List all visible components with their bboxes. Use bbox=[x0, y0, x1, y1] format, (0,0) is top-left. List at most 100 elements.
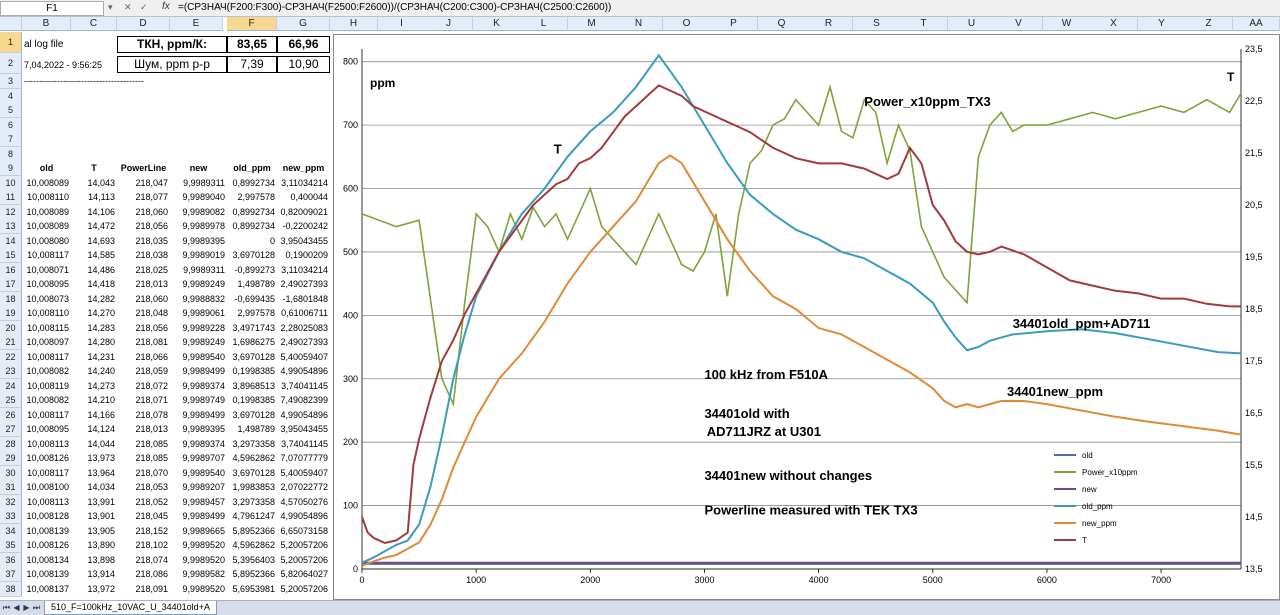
table-cell[interactable]: 10,008110 bbox=[27, 308, 69, 318]
table-cell[interactable]: 3,6970128 bbox=[232, 410, 275, 420]
datetime-cell[interactable]: 7,04,2022 - 9:56:25 bbox=[24, 60, 103, 70]
table-cell[interactable]: -0,899273 bbox=[234, 265, 275, 275]
chart[interactable]: 0 100 200 300 400 500 600 700 800 13,5 14,5 15,5 16,… bbox=[333, 34, 1280, 600]
table-cell[interactable]: 10,008097 bbox=[26, 337, 69, 347]
table-cell[interactable]: 218,056 bbox=[135, 221, 168, 231]
table-cell[interactable]: -0,2200242 bbox=[282, 221, 328, 231]
table-cell[interactable]: 218,013 bbox=[135, 279, 168, 289]
table-cell[interactable]: 4,7961247 bbox=[232, 511, 275, 521]
table-cell[interactable]: 14,273 bbox=[87, 381, 115, 391]
table-cell[interactable]: 14,034 bbox=[87, 482, 115, 492]
table-cell[interactable]: 5,8952366 bbox=[232, 569, 275, 579]
row-header-29[interactable]: 29 bbox=[0, 451, 22, 466]
table-cell[interactable]: 10,008117 bbox=[27, 250, 69, 260]
table-cell[interactable]: 13,973 bbox=[87, 453, 115, 463]
table-cell[interactable]: 9,9989540 bbox=[182, 468, 225, 478]
table-cell[interactable]: 13,898 bbox=[87, 555, 115, 565]
table-cell[interactable]: 14,240 bbox=[87, 366, 115, 376]
row-header-18[interactable]: 18 bbox=[0, 292, 22, 307]
table-cell[interactable]: 218,053 bbox=[135, 482, 168, 492]
table-cell[interactable]: 10,008139 bbox=[26, 526, 69, 536]
row-header-38[interactable]: 38 bbox=[0, 582, 22, 597]
table-cell[interactable]: 10,008139 bbox=[26, 569, 69, 579]
table-cell[interactable]: 9,9989499 bbox=[182, 410, 225, 420]
sheet-tab-active[interactable]: 510_F=100kHz_10VAC_U_34401old+A bbox=[44, 601, 217, 615]
noise-new-cell[interactable]: 10,90 bbox=[277, 56, 330, 73]
column-header-v[interactable]: V bbox=[995, 17, 1043, 31]
table-header-old-ppm[interactable]: old_ppm bbox=[233, 163, 271, 173]
table-cell[interactable]: 14,280 bbox=[87, 337, 115, 347]
tkn-new-cell[interactable]: 66,96 bbox=[277, 36, 330, 53]
table-cell[interactable]: 13,991 bbox=[87, 497, 115, 507]
table-cell[interactable]: 9,9989520 bbox=[182, 555, 225, 565]
next-sheet-icon[interactable]: ▶ bbox=[23, 603, 30, 612]
table-cell[interactable]: 3,4971743 bbox=[232, 323, 275, 333]
row-header-21[interactable]: 21 bbox=[0, 335, 22, 350]
row-header-35[interactable]: 35 bbox=[0, 538, 22, 553]
column-header-o[interactable]: O bbox=[663, 17, 711, 31]
column-header-j[interactable]: J bbox=[425, 17, 473, 31]
row-header-25[interactable]: 25 bbox=[0, 393, 22, 408]
table-cell[interactable]: 0,1998385 bbox=[232, 395, 275, 405]
row-header-8[interactable]: 8 bbox=[0, 147, 22, 162]
table-cell[interactable]: -0,699435 bbox=[234, 294, 275, 304]
noise-label-cell[interactable]: Шум, ppm p-p bbox=[117, 56, 227, 73]
table-cell[interactable]: 10,008095 bbox=[26, 279, 69, 289]
table-cell[interactable]: 9,9989082 bbox=[182, 207, 225, 217]
table-cell[interactable]: 4,99054896 bbox=[280, 410, 328, 420]
table-cell[interactable]: 9,9989520 bbox=[182, 540, 225, 550]
table-cell[interactable]: 9,9989395 bbox=[182, 424, 225, 434]
row-header-9[interactable]: 9 bbox=[0, 161, 22, 176]
table-cell[interactable]: 2,49027393 bbox=[280, 279, 328, 289]
table-cell[interactable]: 9,9989019 bbox=[182, 250, 225, 260]
table-cell[interactable]: 10,008089 bbox=[26, 221, 69, 231]
table-cell[interactable]: 9,9989978 bbox=[182, 221, 225, 231]
table-cell[interactable]: 218,066 bbox=[135, 352, 168, 362]
table-cell[interactable]: 3,6970128 bbox=[232, 250, 275, 260]
table-cell[interactable]: 0,8992734 bbox=[232, 178, 275, 188]
table-cell[interactable]: 3,2973358 bbox=[232, 439, 275, 449]
table-cell[interactable]: 7,49082399 bbox=[280, 395, 328, 405]
column-header-n[interactable]: N bbox=[615, 17, 663, 31]
table-cell[interactable]: 4,5962862 bbox=[232, 453, 275, 463]
table-cell[interactable]: 14,043 bbox=[87, 178, 115, 188]
noise-old-cell[interactable]: 7,39 bbox=[227, 56, 277, 73]
column-header-p[interactable]: P bbox=[710, 17, 758, 31]
row-header-2[interactable]: 2 bbox=[0, 53, 22, 74]
table-cell[interactable]: 9,9989707 bbox=[182, 453, 225, 463]
table-cell[interactable]: 9,9989395 bbox=[182, 236, 225, 246]
table-cell[interactable]: 3,6970128 bbox=[232, 352, 275, 362]
row-header-23[interactable]: 23 bbox=[0, 364, 22, 379]
column-header-c[interactable]: C bbox=[71, 17, 117, 31]
table-cell[interactable]: 218,060 bbox=[135, 207, 168, 217]
table-cell[interactable]: 218,038 bbox=[135, 250, 168, 260]
column-header-l[interactable]: L bbox=[520, 17, 568, 31]
row-header-32[interactable]: 32 bbox=[0, 495, 22, 510]
table-cell[interactable]: 5,8952366 bbox=[232, 526, 275, 536]
table-cell[interactable]: 10,008113 bbox=[27, 497, 69, 507]
column-header-t[interactable]: T bbox=[900, 17, 948, 31]
table-cell[interactable]: 5,20057206 bbox=[280, 584, 328, 594]
table-cell[interactable]: 10,008095 bbox=[26, 424, 69, 434]
table-cell[interactable]: 14,124 bbox=[87, 424, 115, 434]
table-cell[interactable]: 10,008115 bbox=[27, 323, 69, 333]
column-header-w[interactable]: W bbox=[1043, 17, 1091, 31]
row-header-20[interactable]: 20 bbox=[0, 321, 22, 336]
table-cell[interactable]: 10,008126 bbox=[26, 540, 69, 550]
table-cell[interactable]: 2,49027393 bbox=[280, 337, 328, 347]
table-cell[interactable]: 14,472 bbox=[87, 221, 115, 231]
table-cell[interactable]: 10,008073 bbox=[26, 294, 69, 304]
table-cell[interactable]: 218,045 bbox=[135, 511, 168, 521]
row-header-34[interactable]: 34 bbox=[0, 524, 22, 539]
row-header-19[interactable]: 19 bbox=[0, 306, 22, 321]
table-cell[interactable]: 218,048 bbox=[135, 308, 168, 318]
table-cell[interactable]: 218,078 bbox=[135, 410, 168, 420]
cancel-icon[interactable]: ✕ bbox=[124, 2, 132, 12]
table-cell[interactable]: 0,400044 bbox=[290, 192, 328, 202]
table-cell[interactable]: 2,997578 bbox=[237, 192, 275, 202]
table-cell[interactable]: 0,8992734 bbox=[232, 221, 275, 231]
prev-sheet-icon[interactable]: ◀ bbox=[13, 603, 20, 612]
column-header-d[interactable]: D bbox=[117, 17, 170, 31]
row-header-1[interactable]: 1 bbox=[0, 32, 22, 53]
name-box-dropdown-icon[interactable]: ▾ bbox=[108, 2, 113, 12]
